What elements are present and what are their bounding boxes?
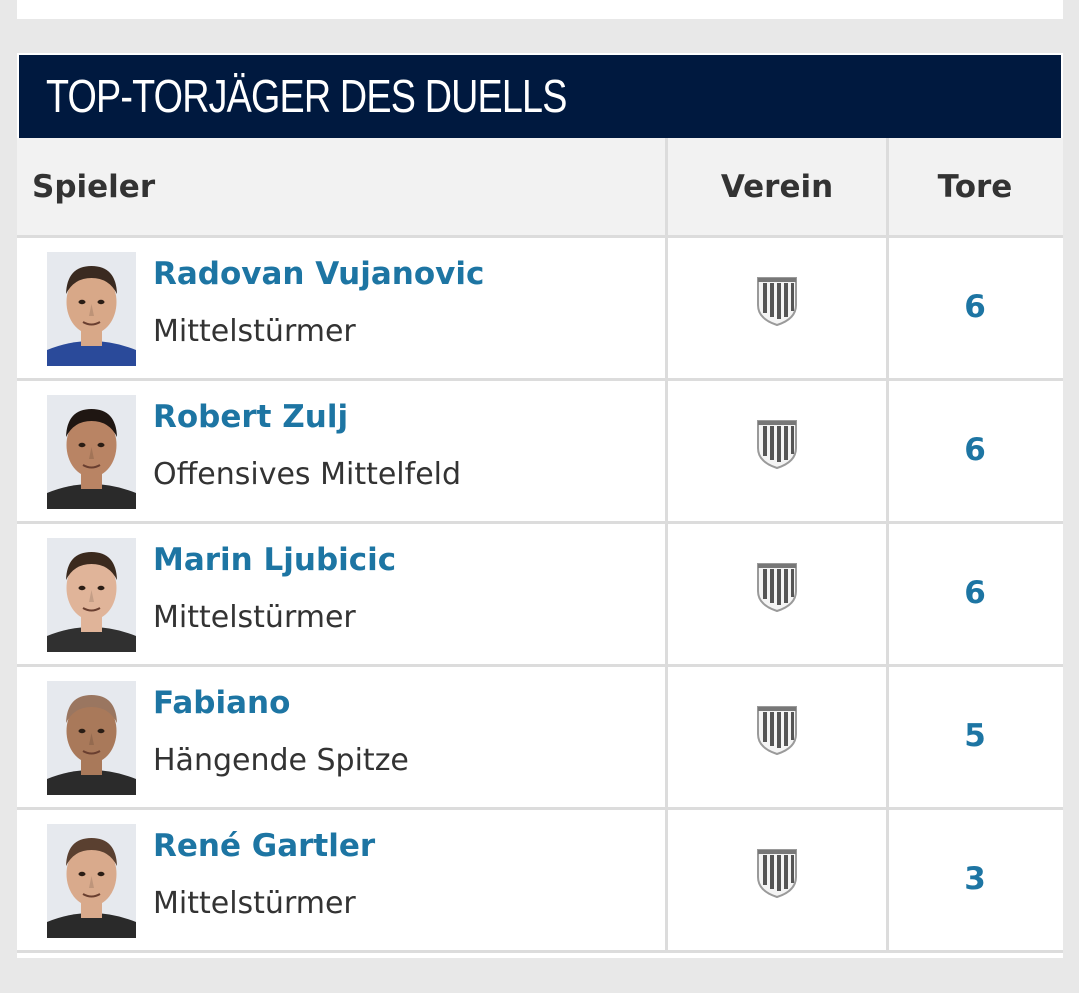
player-cell: Marin Ljubicic Mittelstürmer — [17, 524, 665, 664]
column-header-club: Verein — [665, 138, 886, 235]
club-cell — [665, 524, 886, 664]
club-cell — [665, 810, 886, 950]
player-name-link[interactable]: Fabiano — [153, 685, 291, 721]
player-position: Mittelstürmer — [153, 314, 356, 349]
player-name-link[interactable]: René Gartler — [153, 828, 376, 864]
table-row: Fabiano Hängende Spitze 5 — [17, 667, 1063, 810]
player-photo[interactable] — [47, 252, 136, 366]
player-name-link[interactable]: Radovan Vujanovic — [153, 256, 485, 292]
table-row: Radovan Vujanovic Mittelstürmer 6 — [17, 238, 1063, 381]
player-position: Mittelstürmer — [153, 600, 356, 635]
player-cell: Radovan Vujanovic Mittelstürmer — [17, 238, 665, 378]
player-position: Mittelstürmer — [153, 886, 356, 921]
table-row: Robert Zulj Offensives Mittelfeld 6 — [17, 381, 1063, 524]
table-header-row: Spieler Verein Tore — [17, 138, 1063, 238]
player-name-link[interactable]: Marin Ljubicic — [153, 542, 397, 578]
column-header-goals: Tore — [886, 138, 1061, 235]
top-scorers-table: Spieler Verein Tore Radovan Vujanovic Mit… — [17, 138, 1063, 953]
section-header: TOP-TORJÄGER DES DUELLS — [19, 55, 1061, 138]
player-cell: Robert Zulj Offensives Mittelfeld — [17, 381, 665, 521]
player-position: Offensives Mittelfeld — [153, 457, 462, 492]
table-body: Radovan Vujanovic Mittelstürmer 6 Robert Zu… — [17, 238, 1063, 953]
club-crest-icon[interactable] — [755, 418, 799, 470]
table-row: René Gartler Mittelstürmer 3 — [17, 810, 1063, 953]
club-crest-icon[interactable] — [755, 704, 799, 756]
column-header-player: Spieler — [32, 168, 156, 205]
goals-cell: 6 — [886, 381, 1061, 521]
section-title: TOP-TORJÄGER DES DUELLS — [46, 70, 567, 122]
previous-card — [17, 0, 1063, 19]
player-position: Hängende Spitze — [153, 743, 409, 778]
player-photo[interactable] — [47, 538, 136, 652]
player-photo[interactable] — [47, 681, 136, 795]
player-photo[interactable] — [47, 395, 136, 509]
player-cell: René Gartler Mittelstürmer — [17, 810, 665, 950]
player-cell: Fabiano Hängende Spitze — [17, 667, 665, 807]
goals-value-link[interactable]: 6 — [964, 432, 986, 468]
club-crest-icon[interactable] — [755, 561, 799, 613]
goals-value-link[interactable]: 6 — [964, 289, 986, 325]
club-cell — [665, 667, 886, 807]
goals-value-link[interactable]: 3 — [964, 861, 986, 897]
top-scorers-card: TOP-TORJÄGER DES DUELLS Spieler Verein T… — [17, 53, 1063, 958]
player-photo[interactable] — [47, 824, 136, 938]
goals-cell: 6 — [886, 238, 1061, 378]
goals-cell: 3 — [886, 810, 1061, 950]
goals-value-link[interactable]: 6 — [964, 575, 986, 611]
goals-cell: 5 — [886, 667, 1061, 807]
club-cell — [665, 381, 886, 521]
club-crest-icon[interactable] — [755, 275, 799, 327]
player-name-link[interactable]: Robert Zulj — [153, 399, 349, 435]
goals-cell: 6 — [886, 524, 1061, 664]
club-crest-icon[interactable] — [755, 847, 799, 899]
club-cell — [665, 238, 886, 378]
goals-value-link[interactable]: 5 — [964, 718, 986, 754]
table-row: Marin Ljubicic Mittelstürmer 6 — [17, 524, 1063, 667]
